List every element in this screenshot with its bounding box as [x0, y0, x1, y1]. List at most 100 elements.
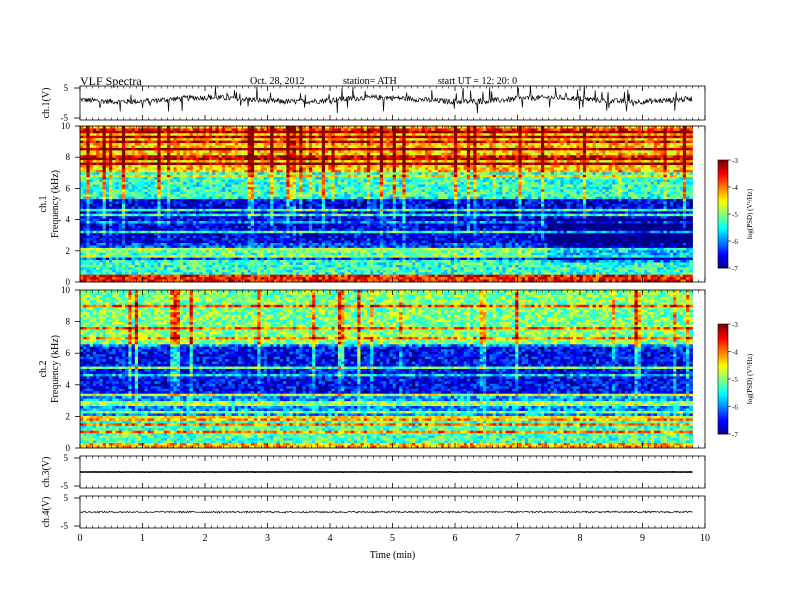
spectrogram-cell [186, 135, 190, 139]
spectrogram-cell [689, 162, 693, 166]
spectrogram-cell [544, 128, 548, 132]
spectrogram-cell [518, 140, 523, 144]
spectrogram-cell [437, 179, 442, 183]
spectrogram-cell [608, 130, 613, 134]
spectrogram-cell [657, 152, 661, 156]
spectrogram-cell [660, 147, 664, 151]
spectrogram-cell [547, 167, 552, 171]
spectrogram-cell [479, 165, 484, 168]
spectrogram-cell [431, 162, 435, 166]
spectrogram-cell [160, 138, 165, 142]
spectrogram-cell [270, 135, 274, 139]
spectrogram-cell [350, 138, 355, 142]
spectrogram-cell [295, 184, 300, 188]
spectrogram-cell [563, 184, 568, 188]
spectrogram-cell [544, 165, 548, 168]
spectrogram-cell [286, 143, 290, 146]
spectrogram-cell [334, 140, 339, 144]
spectrogram-cell [673, 157, 677, 161]
spectrogram-cell [228, 167, 232, 171]
spectrogram-cell [573, 126, 577, 129]
spectrogram-cell [225, 174, 229, 178]
spectrogram-cell [383, 133, 387, 137]
spectrogram-cell [357, 165, 361, 168]
spectrogram-cell [534, 133, 539, 137]
spectrogram-cell [289, 126, 294, 129]
spectrogram-cell [557, 152, 561, 156]
spectrogram-cell [492, 140, 497, 144]
spectrogram-cell [586, 157, 590, 161]
spectrogram-cell [660, 177, 664, 181]
spectrogram-cell [289, 143, 294, 146]
spectrogram-cell [125, 155, 129, 159]
spectrogram-cell [557, 126, 561, 129]
spectrogram-cell [231, 160, 236, 163]
spectrogram-cell [376, 150, 381, 154]
spectrogram-cell [254, 177, 258, 181]
spectrogram-cell [315, 152, 319, 156]
spectrogram-cell [366, 150, 371, 154]
spectrogram-cell [186, 179, 190, 183]
spectrogram-cell [302, 133, 307, 137]
spectrogram-cell [637, 152, 642, 156]
spectrogram-cell [241, 167, 245, 171]
spectrogram-cell [669, 160, 674, 163]
spectrogram-cell [689, 172, 693, 176]
spectrogram-cell [325, 165, 329, 168]
spectrogram-cell [341, 165, 345, 168]
spectrogram-cell [337, 167, 342, 171]
spectrogram-cell [666, 174, 671, 178]
spectrogram-cell [679, 169, 684, 173]
spectrogram-cell [250, 147, 255, 151]
spectrogram-cell [586, 182, 590, 185]
spectrogram-cell [337, 143, 342, 146]
spectrogram-cell [386, 184, 390, 188]
spectrogram-cell [676, 172, 680, 176]
spectrogram-cell [360, 184, 365, 188]
spectrogram-cell [163, 147, 168, 151]
spectrogram-cell [344, 184, 348, 188]
spectrogram-cell [547, 147, 552, 151]
spectrogram-cell [666, 135, 671, 139]
spectrogram-cell [408, 128, 413, 132]
spectrogram-cell [86, 130, 91, 134]
spectrogram-cell [679, 177, 684, 181]
spectrogram-cell [437, 184, 442, 188]
spectrogram-cell [134, 157, 139, 161]
spectrogram-cell [286, 147, 290, 151]
spectrogram-cell [669, 157, 674, 161]
spectrogram-cell [131, 128, 136, 132]
spectrogram-cell [576, 157, 581, 161]
spectrogram-cell [492, 147, 497, 151]
spectrogram-cell [141, 147, 145, 151]
spectrogram-cell [540, 160, 545, 163]
spectrogram-cell [205, 138, 210, 142]
spectrogram-cell [628, 155, 632, 159]
spectrogram-cell [218, 143, 223, 146]
spectrogram-cell [650, 126, 655, 129]
spectrogram-cell [528, 165, 532, 168]
spectrogram-cell [295, 172, 300, 176]
spectrogram-cell [389, 155, 394, 159]
spectrogram-cell [447, 152, 452, 156]
spectrogram-cell [644, 155, 648, 159]
spectrogram-cell [511, 174, 516, 178]
spectrogram-cell [141, 152, 145, 156]
spectrogram-cell [660, 145, 664, 149]
spectrogram-cell [557, 169, 561, 173]
spectrogram-cell [328, 160, 332, 163]
spectrogram-cell [192, 143, 197, 146]
spectrogram-cell [292, 145, 297, 149]
spectrogram-cell [286, 157, 290, 161]
spectrogram-cell [92, 172, 97, 176]
start-time-label: start UT = 12: 20: 0 [438, 76, 517, 87]
spectrogram-cell [196, 147, 200, 151]
spectrogram-cell [373, 133, 377, 137]
spectrogram-cell [302, 165, 307, 168]
spectrogram-cell [196, 174, 200, 178]
spectrogram-cell [109, 174, 113, 178]
y-axis-label: ch.1(V) [41, 88, 52, 119]
spectrogram-cell [566, 152, 571, 156]
spectrogram-cell [418, 155, 423, 159]
spectrogram-cell [176, 182, 181, 185]
